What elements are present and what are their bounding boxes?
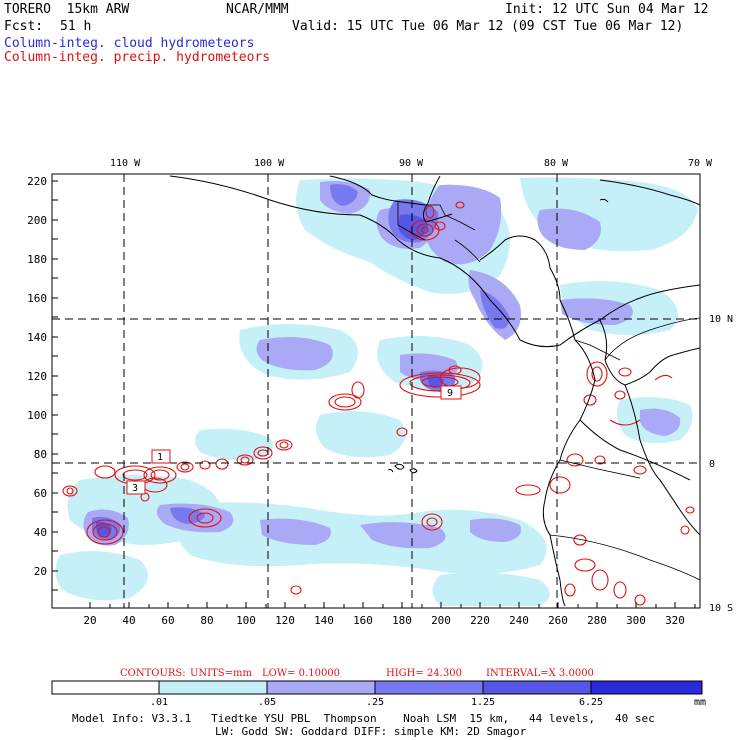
x-tick-label: 280: [587, 614, 607, 627]
x-tick-label: 220: [470, 614, 490, 627]
field-cloud-hydrometeors-title: Column-integ. cloud hydrometeors: [4, 36, 255, 51]
colorbar-labels: .01 .05 .25 1.25 6.25 mm: [150, 697, 706, 708]
y-tick-label: 60: [34, 487, 47, 500]
colorbar-bin-5: [591, 681, 702, 694]
country-borders: [397, 202, 700, 581]
contour-label-9: 9: [447, 388, 453, 399]
colorbar-bin-white: [52, 681, 159, 694]
x-tick-label: 100: [236, 614, 256, 627]
contour-info: CONTOURS: UNITS=mm LOW= 0.10000 HIGH= 24…: [120, 668, 594, 679]
contours-interval: INTERVAL=X 3.0000: [486, 668, 594, 679]
x-tick-label: 300: [626, 614, 646, 627]
x-tick-label: 160: [353, 614, 373, 627]
contour-label-1: 1: [157, 452, 163, 463]
colorbar-bin-2: [267, 681, 375, 694]
lon-label-80w: 80 W: [544, 158, 569, 169]
contours-prefix: CONTOURS:: [120, 668, 186, 679]
colorbar: [51, 680, 703, 695]
y-tick-label: 40: [34, 526, 47, 539]
x-tick-label: 240: [509, 614, 529, 627]
colorbar-label: .25: [366, 697, 384, 708]
x-tick-label: 180: [392, 614, 412, 627]
y-tick-label: 220: [27, 175, 47, 188]
coastlines: [169, 175, 700, 607]
y-tick-label: 120: [27, 370, 47, 383]
lon-label-110w: 110 W: [110, 158, 141, 169]
colorbar-label: .05: [258, 697, 276, 708]
plot-frame: [51, 173, 701, 609]
lon-label-90w: 90 W: [399, 158, 424, 169]
init-time: Init: 12 UTC Sun 04 Mar 12: [505, 2, 709, 17]
forecast-hour: 51 h: [60, 19, 92, 34]
contours-low: LOW= 0.10000: [262, 668, 340, 679]
colorbar-bin-3: [375, 681, 483, 694]
colorbar-label: 1.25: [471, 697, 495, 708]
lat-label-0: 0: [709, 459, 715, 470]
field-precip-hydrometeors-title: Column-integ. precip. hydrometeors: [4, 50, 271, 65]
contour-label-boxes: [126, 385, 462, 495]
x-tick-label: 260: [548, 614, 568, 627]
axis-ticks: [52, 180, 696, 608]
lat-label-10s: 10 S: [709, 603, 733, 614]
model-info-line1: Model Info: V3.3.1 Tiedtke YSU PBL Thomp…: [72, 712, 655, 725]
model-title: TORERO 15km ARW: [4, 2, 130, 17]
precip-contours: [62, 201, 695, 606]
y-tick-label: 20: [34, 565, 47, 578]
y-tick-labels: 220 200 180 160 140 120 100 80 60 40 20: [27, 175, 47, 578]
y-tick-label: 200: [27, 214, 47, 227]
colorbar-bin-4: [483, 681, 591, 694]
y-tick-label: 160: [27, 292, 47, 305]
lon-label-100w: 100 W: [254, 158, 285, 169]
x-tick-label: 320: [665, 614, 685, 627]
y-tick-label: 180: [27, 253, 47, 266]
latitude-labels: 10 N 0 10 S: [709, 314, 733, 614]
x-tick-label: 20: [83, 614, 96, 627]
lon-label-70w: 70 W: [688, 158, 713, 169]
contours-high: HIGH= 24.300: [386, 668, 462, 679]
x-tick-label: 200: [431, 614, 451, 627]
y-tick-label: 80: [34, 448, 47, 461]
y-tick-label: 100: [27, 409, 47, 422]
x-tick-labels: 20 40 60 80 100 120 140 160 180 200 220 …: [83, 614, 685, 627]
forecast-label: Fcst:: [4, 19, 44, 34]
colorbar-frame: [51, 680, 703, 695]
longitude-labels: 110 W 100 W 90 W 80 W 70 W: [110, 158, 713, 169]
colorbar-bin-1: [159, 681, 267, 694]
x-tick-label: 80: [200, 614, 213, 627]
contours-units: UNITS=mm: [190, 668, 253, 679]
model-info-line2: LW: Godd SW: Goddard DIFF: simple KM: 2D…: [215, 725, 527, 738]
colorbar-label: .01: [150, 697, 168, 708]
lat-label-10n: 10 N: [709, 314, 733, 325]
contour-label-box-9: [440, 385, 462, 400]
x-tick-label: 120: [275, 614, 295, 627]
contour-label-3: 3: [132, 483, 138, 494]
colorbar-label: 6.25: [579, 697, 603, 708]
contour-labels: 1 3 9: [132, 388, 453, 494]
x-tick-label: 60: [161, 614, 174, 627]
colorbar-unit: mm: [694, 697, 706, 708]
y-tick-label: 140: [27, 331, 47, 344]
contour-label-box-3: [126, 480, 146, 495]
contour-label-box-1: [151, 449, 171, 464]
x-tick-label: 140: [314, 614, 334, 627]
organization-label: NCAR/MMM: [226, 2, 289, 17]
valid-time: Valid: 15 UTC Tue 06 Mar 12 (09 CST Tue …: [292, 19, 684, 34]
shaded-cloud-hydrometeors: [55, 177, 698, 606]
x-tick-label: 40: [122, 614, 135, 627]
